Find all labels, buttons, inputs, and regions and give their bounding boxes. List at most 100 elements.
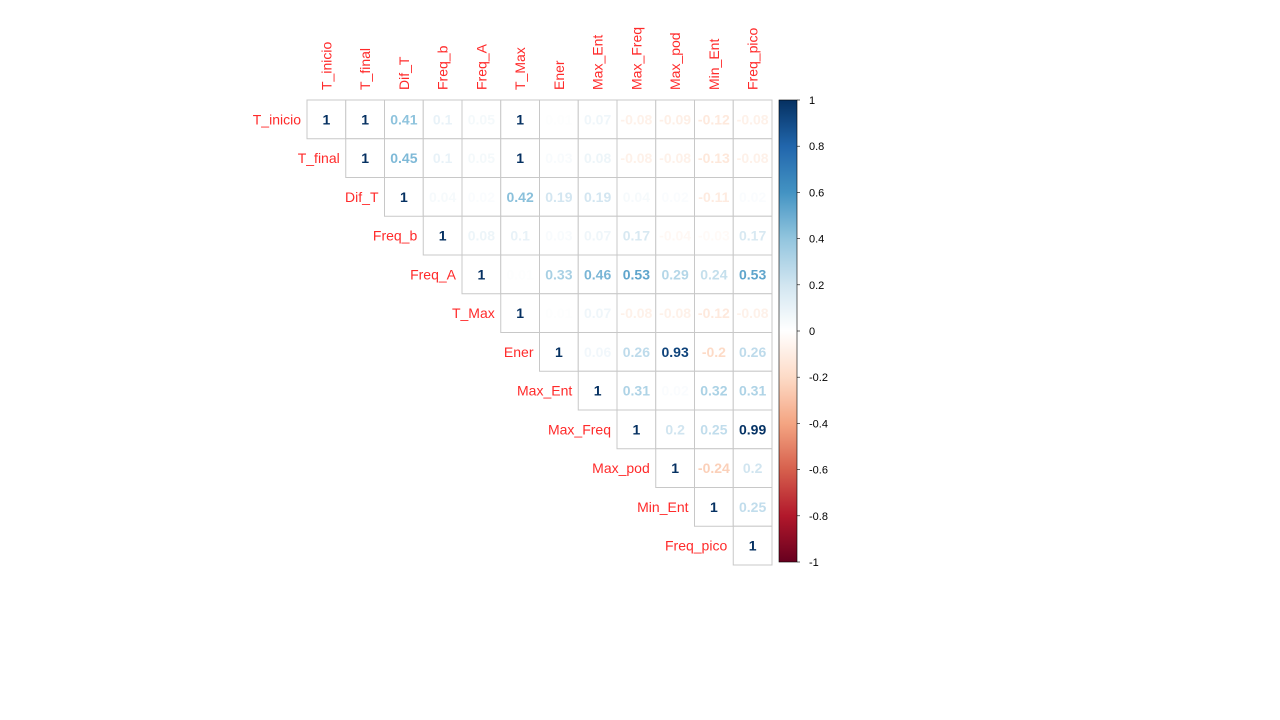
cell-value: -0.03 bbox=[698, 228, 730, 244]
column-label: Ener bbox=[551, 60, 567, 90]
matrix-cell bbox=[694, 487, 734, 527]
row-label: T_inicio bbox=[253, 111, 301, 127]
cell-value: 1 bbox=[749, 538, 757, 554]
cell-value: 0.31 bbox=[623, 383, 650, 399]
cell-value: 0.04 bbox=[429, 189, 456, 205]
cell-value: 0.19 bbox=[584, 189, 611, 205]
cell-value: 0.02 bbox=[662, 189, 689, 205]
cell-value: 0.17 bbox=[623, 228, 650, 244]
matrix-cell bbox=[732, 448, 773, 488]
cell-value: 0.07 bbox=[584, 305, 611, 321]
cell-value: 0.05 bbox=[468, 150, 495, 166]
cell-value: 0.03 bbox=[545, 228, 572, 244]
cell-value: 0.25 bbox=[700, 421, 727, 437]
cell-value: 0.26 bbox=[623, 344, 650, 360]
matrix-cell bbox=[539, 254, 579, 295]
cell-value: 0.53 bbox=[739, 266, 766, 282]
matrix-cell bbox=[616, 409, 657, 450]
row-label: Max_Freq bbox=[548, 421, 611, 437]
matrix-cells bbox=[306, 99, 773, 566]
cell-value: 1 bbox=[594, 383, 602, 399]
cell-value: -0.2 bbox=[702, 344, 726, 360]
cell-value: 0.29 bbox=[662, 266, 689, 282]
column-label: T_final bbox=[357, 48, 373, 90]
cell-value: 0.46 bbox=[584, 266, 611, 282]
row-label: Max_pod bbox=[592, 460, 650, 476]
colorbar-tick-label: -1 bbox=[809, 557, 819, 569]
cell-value: 1 bbox=[555, 344, 563, 360]
matrix-cell bbox=[577, 99, 618, 140]
cell-value: 0.25 bbox=[739, 499, 766, 515]
cell-value: 0.03 bbox=[545, 150, 572, 166]
matrix-values: 1 1 0.41 0.1 0.05 1 0.01 0.07 -0.08 -0.09 -0.12 -0.… bbox=[322, 111, 768, 553]
matrix-cell bbox=[694, 138, 734, 178]
column-label: Max_Ent bbox=[590, 35, 606, 90]
row-label: Max_Ent bbox=[517, 383, 572, 399]
column-label: Dif_T bbox=[396, 56, 412, 90]
colorbar-tick-label: 0 bbox=[809, 326, 815, 338]
matrix-cell bbox=[655, 293, 695, 333]
row-label: T_Max bbox=[452, 305, 495, 321]
colorbar-tick-label: 0.6 bbox=[809, 187, 824, 199]
cell-value: 0.17 bbox=[739, 228, 766, 244]
matrix-cell bbox=[694, 370, 734, 411]
cell-value: 1 bbox=[439, 228, 447, 244]
cell-value: 0.08 bbox=[584, 150, 611, 166]
cell-value: 1 bbox=[477, 266, 485, 282]
matrix-cell bbox=[539, 215, 579, 256]
matrix-cell bbox=[577, 254, 618, 295]
cell-value: 1 bbox=[516, 150, 524, 166]
cell-value: 0.41 bbox=[390, 111, 417, 127]
cell-value: 0.06 bbox=[584, 344, 611, 360]
cell-value: 0.02 bbox=[662, 383, 689, 399]
cell-value: 1 bbox=[516, 305, 524, 321]
cell-value: 0.1 bbox=[510, 228, 530, 244]
column-label: Freq_pico bbox=[745, 28, 761, 90]
column-label: Freq_b bbox=[435, 45, 451, 90]
cell-value: 0.04 bbox=[623, 189, 650, 205]
cell-value: -0.09 bbox=[659, 111, 691, 127]
column-labels: T_inicio T_final Dif_T Freq_b Freq_A T_Max Ene… bbox=[318, 27, 760, 90]
matrix-cell bbox=[577, 138, 618, 178]
column-label: Max_Freq bbox=[628, 27, 644, 90]
matrix-cell bbox=[345, 138, 385, 178]
matrix-cell bbox=[732, 525, 773, 566]
matrix-cell bbox=[655, 409, 695, 450]
row-label: Dif_T bbox=[345, 189, 379, 205]
cell-value: 0.08 bbox=[468, 228, 495, 244]
matrix-cell bbox=[500, 177, 540, 217]
matrix-cell bbox=[616, 254, 657, 295]
matrix-cell bbox=[655, 370, 695, 411]
matrix-cell bbox=[732, 138, 773, 178]
cell-value: -0.12 bbox=[698, 111, 730, 127]
matrix-cell bbox=[500, 99, 540, 140]
matrix-cell bbox=[539, 138, 579, 178]
matrix-cell bbox=[461, 138, 502, 178]
cell-value: 1 bbox=[361, 150, 369, 166]
row-label: Freq_b bbox=[373, 228, 418, 244]
cell-value: -0.08 bbox=[737, 150, 769, 166]
row-label: T_final bbox=[298, 150, 340, 166]
matrix-cell bbox=[732, 254, 773, 295]
cell-value: -0.08 bbox=[620, 305, 652, 321]
cell-value: -0.13 bbox=[698, 150, 730, 166]
colorbar bbox=[778, 99, 798, 563]
cell-value: 0.2 bbox=[743, 460, 763, 476]
matrix-cell bbox=[732, 215, 773, 256]
matrix-cell bbox=[616, 293, 657, 333]
cell-value: -0.08 bbox=[737, 305, 769, 321]
column-label: Freq_A bbox=[473, 43, 489, 90]
cell-value: 0.01 bbox=[507, 266, 534, 282]
cell-value: -0.08 bbox=[737, 111, 769, 127]
cell-value: 0.99 bbox=[739, 421, 766, 437]
column-label: Max_pod bbox=[667, 32, 683, 90]
matrix-cell bbox=[655, 99, 695, 140]
colorbar-tick-label: 0.4 bbox=[809, 234, 824, 246]
matrix-cell bbox=[655, 177, 695, 217]
matrix-cell bbox=[655, 254, 695, 295]
matrix-cell bbox=[694, 448, 734, 488]
matrix-cell bbox=[577, 293, 618, 333]
cell-value: 0.19 bbox=[545, 189, 572, 205]
cell-value: 0.01 bbox=[545, 305, 572, 321]
matrix-cell bbox=[577, 370, 618, 411]
